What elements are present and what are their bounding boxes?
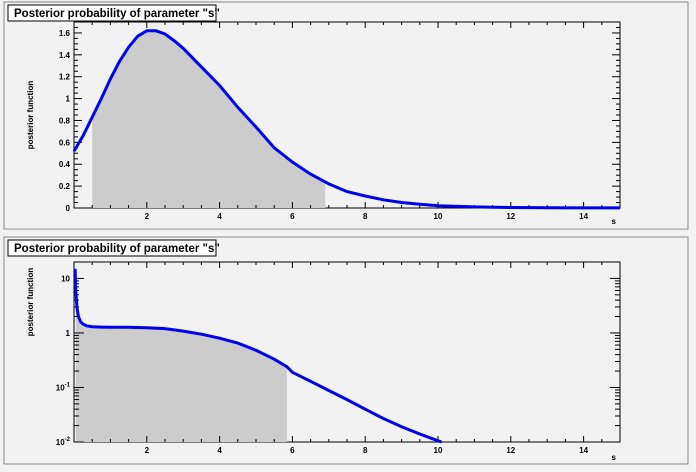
x-tick-label: 10 xyxy=(434,446,443,455)
x-tick-label: 8 xyxy=(363,446,368,455)
x-tick-label: 2 xyxy=(145,212,150,221)
x-tick-label: 6 xyxy=(290,212,295,221)
y-tick-label: 0.6 xyxy=(59,138,71,147)
y-tick-label: 0.2 xyxy=(59,182,71,191)
y-tick-label: 0 xyxy=(66,204,71,213)
posterior-curve-bottom xyxy=(73,268,443,444)
x-tick-label: 4 xyxy=(217,446,222,455)
y-tick-label: 10-1 xyxy=(56,382,71,392)
y-tick-label: 0.4 xyxy=(59,160,71,169)
y-tick-label: 0.8 xyxy=(59,116,71,125)
panel-bottom: 2 4 6 8 10 12 14 10-2 10-1 1 10 Posterior probabil… xyxy=(3,236,689,465)
credible-region-top xyxy=(92,30,326,208)
x-tick-label: 2 xyxy=(145,446,150,455)
title-box-bottom xyxy=(7,239,217,257)
y-tick-exponent: -2 xyxy=(65,437,71,443)
y-tick-label: 10 xyxy=(61,274,70,283)
x-tick-label: 8 xyxy=(363,212,368,221)
x-tick-label: 6 xyxy=(290,446,295,455)
axes-top: 2 4 6 8 10 12 14 0 0.2 0.4 0.6 0.8 1 1.2 1.4 1.6 xyxy=(59,21,621,221)
chart-title-top: Posterior probability of parameter "s" xyxy=(14,8,220,20)
title-box-top xyxy=(7,4,217,22)
y-tick-label: 1.4 xyxy=(59,51,71,60)
y-tick-label: 1 xyxy=(66,329,71,338)
y-tick-label: 1 xyxy=(66,95,71,104)
x-axis-label-bottom: s xyxy=(612,453,617,462)
posterior-curve-top xyxy=(72,29,620,210)
x-axis-label-top: s xyxy=(612,217,617,226)
x-tick-label: 14 xyxy=(579,446,588,455)
y-tick-label: 1.2 xyxy=(59,73,71,82)
y-tick-exponent: -1 xyxy=(65,382,71,388)
x-tick-label: 14 xyxy=(579,212,588,221)
y-tick-label: 10-2 xyxy=(56,437,71,447)
chart-title-bottom: Posterior probability of parameter "s" xyxy=(14,243,220,255)
y-axis-label-top: posterior function xyxy=(26,81,35,150)
x-tick-label: 10 xyxy=(434,212,443,221)
x-tick-label: 4 xyxy=(217,212,222,221)
x-tick-label: 12 xyxy=(506,446,515,455)
y-tick-label: 1.6 xyxy=(59,29,71,38)
credible-region-fill xyxy=(92,30,326,208)
x-tick-label: 12 xyxy=(506,212,515,221)
y-axis-label-bottom: posterior function xyxy=(26,268,35,337)
panel-top: 2 4 6 8 10 12 14 0 0.2 0.4 0.6 0.8 1 1.2 1.4 1.6 Poster… xyxy=(3,1,689,230)
